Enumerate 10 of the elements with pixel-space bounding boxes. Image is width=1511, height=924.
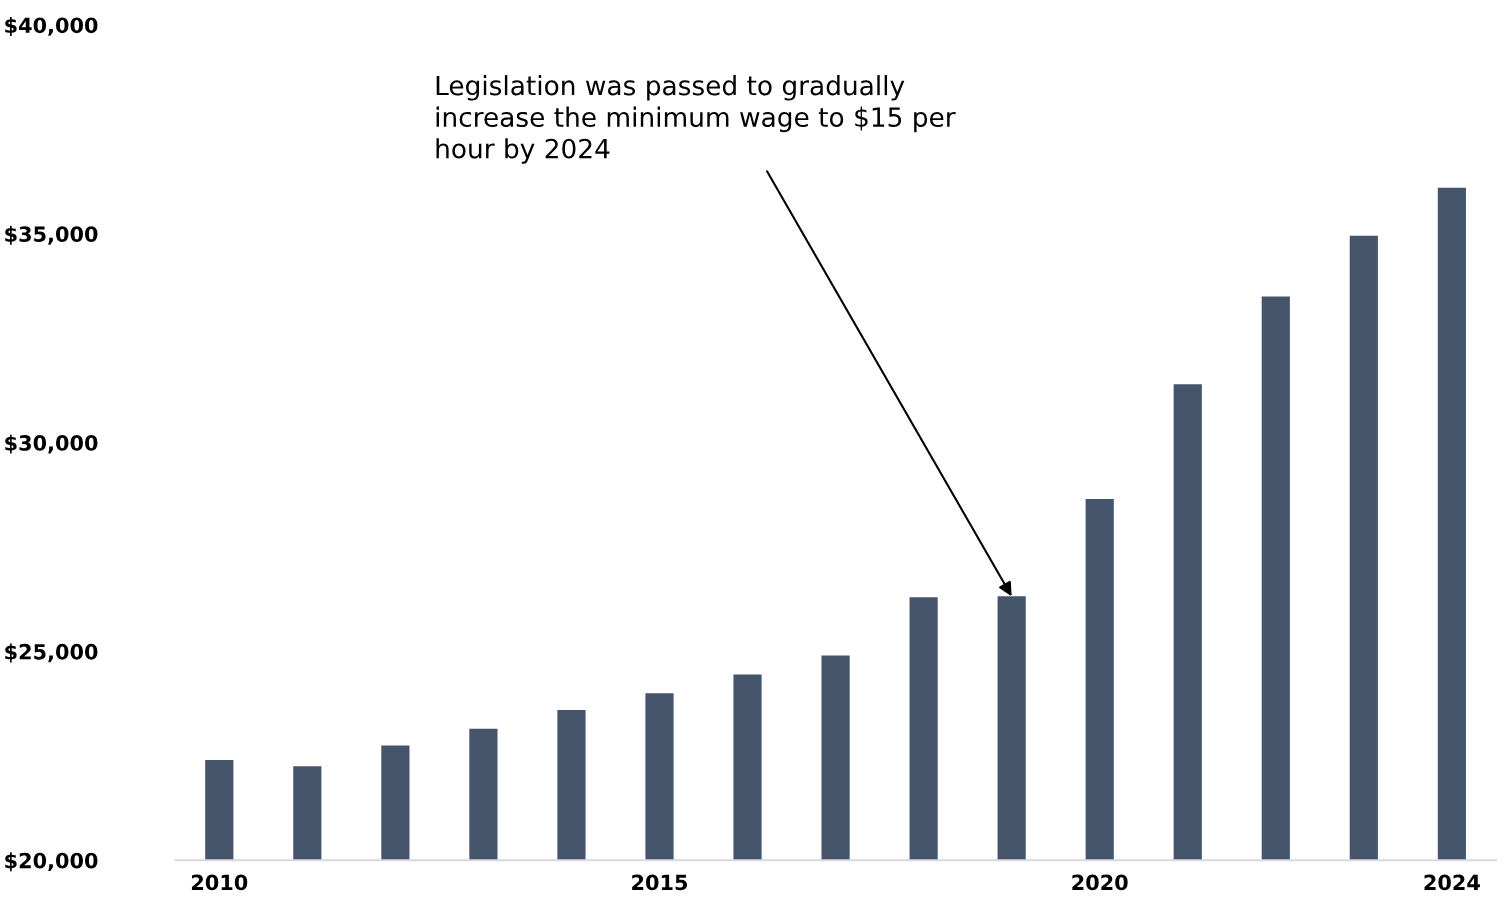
y-tick-label: $40,000 — [5, 17, 98, 36]
y-tick-label: $25,000 — [5, 643, 98, 663]
y-tick-label: $30,000 — [5, 434, 98, 454]
y-tick-label: $20,000 — [5, 852, 98, 872]
x-tick-label: 2024 — [1424, 874, 1480, 891]
y-tick-label: $35,000 — [5, 225, 98, 245]
x-tick-label: 2015 — [632, 874, 688, 891]
x-tick-label: 2010 — [191, 874, 248, 891]
x-tick-label: 2020 — [1072, 874, 1128, 891]
annotation: Legislation was passed to gradually increase the minimum wage to $15 per hour by 2024 — [436, 75, 956, 164]
